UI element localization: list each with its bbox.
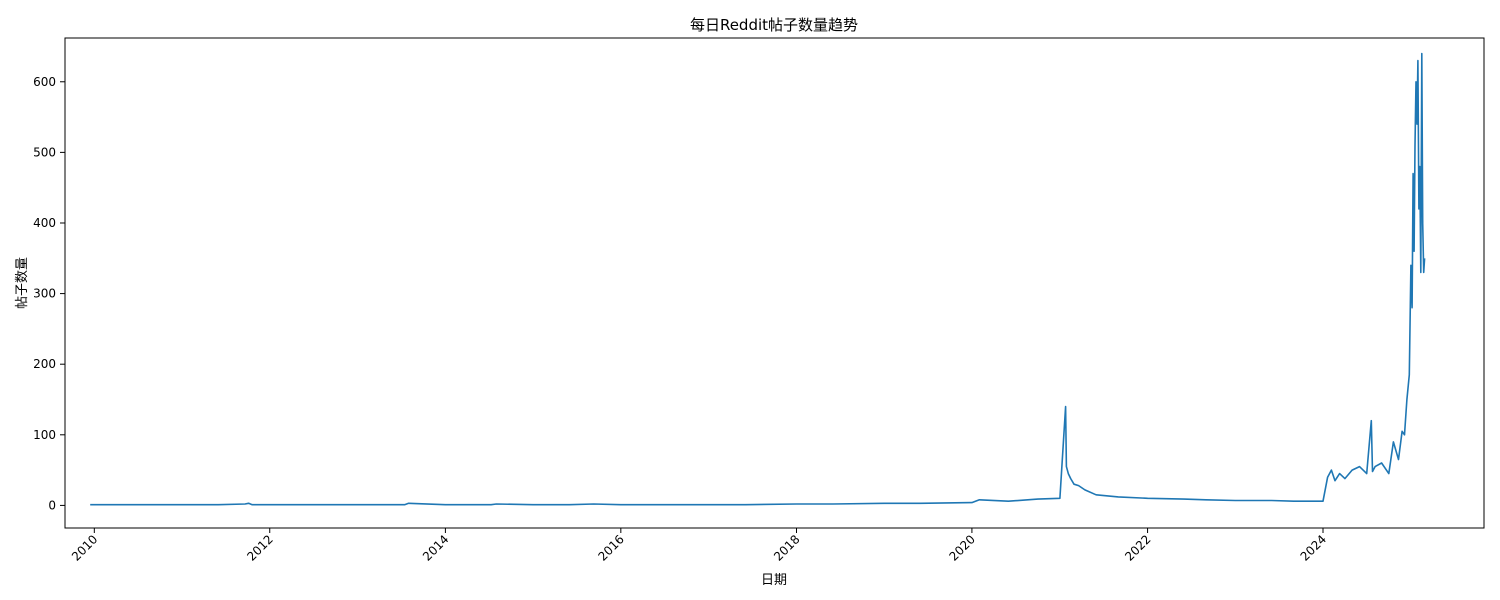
y-tick-label: 100 [33, 428, 56, 442]
y-tick-label: 600 [33, 75, 56, 89]
series-line [90, 52, 1426, 506]
x-tick-label: 2014 [420, 532, 451, 563]
y-tick-label: 200 [33, 357, 56, 371]
chart-title: 每日Reddit帖子数量趋势 [690, 16, 858, 34]
y-axis: 0 100 200 300 400 500 600 [33, 75, 65, 512]
plot-frame [64, 37, 1485, 529]
x-tick-label: 2010 [69, 532, 100, 563]
y-axis-title: 帖子数量 [15, 257, 30, 309]
y-tick-label: 0 [48, 498, 56, 512]
y-tick-label: 300 [33, 287, 56, 301]
x-tick-label: 2022 [1122, 532, 1153, 563]
x-tick-label: 2020 [947, 532, 978, 563]
x-tick-label: 2024 [1298, 532, 1329, 563]
y-tick-label: 400 [33, 216, 56, 230]
x-axis: 2010 2012 2014 2016 2018 2020 2022 2024 [69, 528, 1329, 564]
x-tick-label: 2018 [771, 532, 802, 563]
x-tick-label: 2016 [595, 532, 626, 563]
y-tick-label: 500 [33, 145, 56, 159]
x-axis-title: 日期 [761, 573, 787, 588]
x-tick-label: 2012 [244, 532, 275, 563]
